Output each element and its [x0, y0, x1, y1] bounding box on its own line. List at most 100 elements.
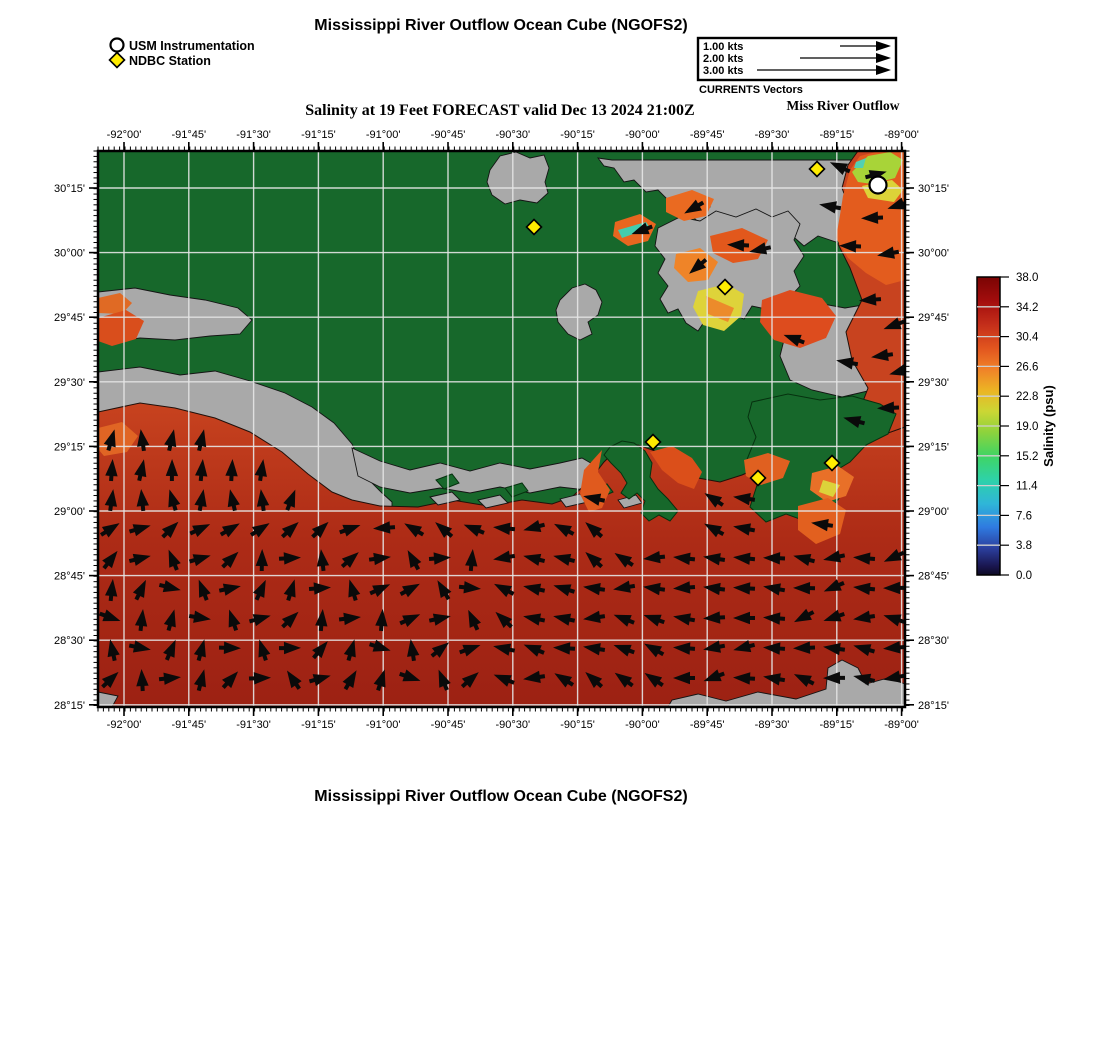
colorbar-tick-label: 0.0 [1016, 570, 1032, 582]
vector-arrow [583, 610, 606, 624]
vector-arrow [286, 670, 302, 690]
lon-tick-label: -91°30' [236, 129, 271, 141]
vector-arrow [703, 611, 726, 624]
legend: USM Instrumentation NDBC Station [108, 37, 255, 69]
vector-arrow [861, 211, 884, 224]
ndbc-diamond-icon [108, 51, 126, 69]
lon-tick-label: -91°15' [301, 719, 336, 731]
vector-arrow [102, 550, 118, 570]
lon-tick-label: -90°30' [495, 719, 530, 731]
vector-arrow [225, 459, 238, 482]
vector-arrow [311, 521, 329, 539]
lat-tick-label: 29°30' [54, 377, 85, 389]
vector-arrow [104, 489, 118, 512]
vector-arrow [853, 673, 876, 686]
vector-arrow [227, 489, 240, 512]
currents-key-arrowhead [876, 53, 891, 63]
lat-tick-label: 30°00' [918, 248, 949, 260]
page-title: Mississippi River Outflow Ocean Cube (NG… [314, 17, 687, 34]
vector-arrow [823, 609, 845, 622]
vector-arrow [704, 523, 725, 538]
colorbar: 38.0 34.2 30.4 26.6 22.8 19.0 15.2 11.4 7.6 3.8 0.… [976, 272, 1056, 582]
vector-arrow [134, 459, 147, 482]
vector-arrow [407, 639, 420, 662]
vector-arrow [733, 552, 756, 565]
colorbar-label: Salinity (psu) [1041, 385, 1056, 467]
lon-tick-label: -91°45' [171, 719, 206, 731]
vector-arrow [468, 609, 481, 631]
vector-arrow [703, 669, 725, 682]
vector-arrow [435, 522, 454, 538]
vector-arrow [219, 523, 240, 538]
vector-arrow [163, 609, 176, 632]
vector-arrow [342, 670, 357, 691]
legend-usm-label: USM Instrumentation [129, 39, 255, 53]
lon-tick-label: -90°15' [560, 719, 595, 731]
vector-arrow [218, 641, 241, 654]
lat-tick-label: 29°30' [918, 377, 949, 389]
vector-arrow [137, 429, 150, 452]
lat-tick-label: 28°15' [54, 700, 85, 712]
ndbc-station-marker [644, 433, 662, 451]
vector-arrow [673, 613, 696, 626]
lon-tick-label: -90°30' [495, 129, 530, 141]
currents-key-speed-label: 1.00 kts [703, 41, 743, 53]
currents-key-speed-label: 3.00 kts [703, 65, 743, 77]
vector-arrow [278, 641, 301, 655]
vector-arrow [459, 644, 481, 657]
vector-arrow [428, 613, 451, 626]
vector-arrow [168, 549, 181, 571]
vector-arrow [493, 674, 515, 687]
lat-tick-label: 29°45' [918, 312, 949, 324]
vector-arrow [369, 584, 391, 597]
vector-arrow [523, 553, 546, 566]
lon-tick-label: -91°15' [301, 129, 336, 141]
vector-arrow [859, 293, 882, 306]
vector-arrow [733, 611, 756, 625]
vector-arrow [631, 222, 653, 235]
vector-arrow [194, 489, 207, 512]
island-polygon [477, 494, 509, 509]
colorbar-tick-label: 7.6 [1016, 510, 1032, 522]
island-polygon [98, 691, 119, 707]
vector-arrow [128, 524, 151, 537]
currents-key-speed-label: 2.00 kts [703, 53, 743, 65]
vector-arrow [703, 640, 726, 653]
lat-tick-label: 29°15' [54, 441, 85, 453]
currents-key-box [696, 36, 898, 82]
marsh-polygon [603, 440, 679, 522]
lat-tick-label: 29°15' [918, 441, 949, 453]
vector-arrow [163, 639, 176, 661]
vector-arrow [99, 609, 121, 622]
vector-arrow [105, 579, 118, 602]
vector-arrow [523, 519, 546, 532]
vector-arrow [348, 579, 361, 602]
vector-arrow [189, 524, 211, 538]
vector-arrow [105, 459, 118, 482]
plume-patch [706, 296, 734, 322]
vector-arrow [465, 549, 478, 572]
vector-arrow [136, 669, 149, 692]
usm-circle-icon [109, 37, 125, 53]
vector-arrow [253, 579, 266, 601]
vector-arrow [763, 612, 786, 625]
vector-arrow [673, 642, 696, 655]
vector-arrow [368, 552, 391, 566]
vector-arrow [308, 582, 331, 595]
lat-tick-label: 28°45' [918, 571, 949, 583]
plume-patch [854, 158, 866, 168]
lat-tick-label: 28°30' [918, 635, 949, 647]
vector-arrow [749, 242, 772, 255]
vector-arrow [255, 549, 269, 572]
vector-arrow [399, 614, 421, 627]
vector-arrow [281, 611, 299, 629]
lon-tick-label: -92°00' [107, 719, 142, 731]
vector-arrow [103, 429, 116, 452]
vector-arrow [494, 583, 515, 598]
lon-tick-label: -90°15' [560, 129, 595, 141]
current-vector-arrows [99, 162, 905, 692]
vector-arrow [793, 641, 816, 654]
vector-arrow [829, 162, 851, 176]
vector-arrow [523, 583, 546, 596]
